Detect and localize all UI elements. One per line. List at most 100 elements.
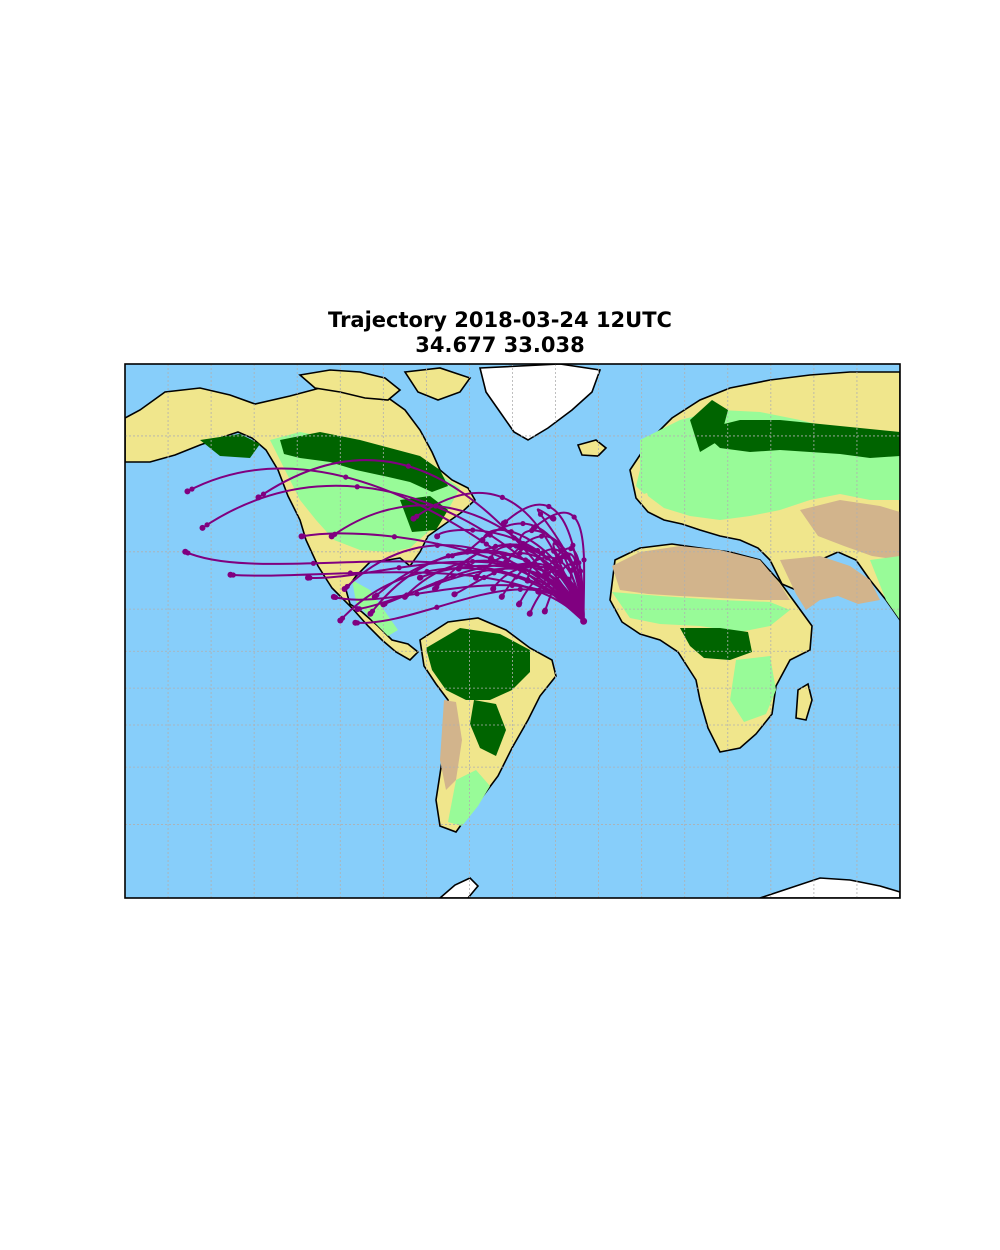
antarctica	[759, 877, 900, 898]
trajectory-endpoint	[455, 565, 462, 572]
trajectory-point	[553, 540, 559, 546]
trajectory-point	[517, 550, 523, 556]
sahel-grass	[612, 592, 790, 632]
trajectory-endpoint	[255, 494, 262, 501]
trajectory-path	[543, 563, 585, 622]
trajectory-endpoint	[567, 603, 574, 610]
trajectory-endpoint	[541, 608, 548, 615]
siberian-forest	[700, 420, 900, 458]
trajectory-point	[517, 586, 523, 592]
trajectory-point	[513, 543, 519, 549]
trajectory-endpoint	[500, 520, 507, 527]
trajectory-lines	[182, 459, 588, 626]
trajectory-point	[576, 560, 582, 566]
trajectory-endpoint	[550, 515, 557, 522]
trajectory-point	[310, 560, 317, 566]
map-frame	[124, 363, 901, 899]
trajectory-point	[260, 491, 267, 497]
trajectory-endpoint	[531, 524, 538, 531]
trajectory-point	[520, 520, 526, 527]
chart-subtitle: 34.677 33.038	[415, 333, 585, 357]
antarctic-peninsula	[438, 877, 480, 898]
trajectory-point	[545, 582, 551, 588]
trajectory-point	[434, 604, 440, 610]
trajectory-endpoint	[337, 617, 344, 624]
congo-forest	[680, 628, 752, 660]
greenland	[478, 364, 602, 441]
trajectory-point	[343, 474, 349, 480]
trajectory-endpoint	[479, 537, 486, 544]
arctic-islands-2	[403, 367, 472, 401]
sahara-desert	[612, 546, 790, 600]
trajectory-point	[523, 557, 529, 563]
trajectory-point	[558, 558, 564, 565]
trajectory-point	[537, 511, 544, 517]
trajectory-point	[569, 567, 575, 573]
trajectory-point	[571, 514, 577, 520]
chart-title: Trajectory 2018-03-24 12UTC	[328, 308, 672, 332]
trajectory-point	[553, 563, 559, 569]
trajectory-endpoint	[410, 515, 417, 522]
trajectory-path	[490, 544, 585, 622]
arctic-islands	[298, 369, 402, 401]
trajectory-endpoint	[354, 606, 361, 613]
trajectory-point	[391, 534, 397, 540]
graticule	[125, 364, 900, 898]
trajectory-endpoint	[199, 524, 206, 531]
trajectory-endpoint	[401, 593, 408, 600]
sa-forest-south	[470, 700, 506, 756]
trajectory-endpoint	[330, 593, 337, 600]
trajectory-point	[526, 562, 532, 568]
trajectory-endpoint	[451, 591, 458, 598]
trajectory-point	[468, 563, 474, 570]
trajectory-origin	[580, 617, 588, 625]
trajectory-point	[450, 573, 456, 579]
trajectory-endpoint	[515, 601, 522, 608]
trajectory-endpoint	[182, 548, 189, 555]
trajectory-endpoint	[184, 488, 191, 495]
trajectory-endpoint	[526, 610, 533, 617]
trajectory-endpoint	[464, 548, 471, 555]
sa-desert	[440, 700, 462, 790]
sa-grass-south	[448, 770, 490, 826]
trajectory-point	[538, 533, 545, 539]
trajectory-endpoint	[432, 586, 438, 593]
trajectory-endpoint	[227, 571, 234, 578]
trajectory-endpoint	[487, 555, 494, 562]
south-asia-grass	[870, 556, 900, 620]
trajectory-endpoint	[490, 586, 497, 593]
east-africa-grass	[730, 656, 776, 722]
trajectory-endpoint	[352, 619, 359, 626]
trajectory-endpoint	[416, 574, 423, 581]
central-asia-desert	[800, 500, 900, 560]
trajectory-endpoint	[367, 610, 374, 617]
trajectory-point	[508, 529, 514, 535]
trajectory-endpoint	[328, 533, 335, 540]
trajectory-path	[412, 492, 585, 622]
trajectory-point	[491, 570, 497, 576]
scandinavia-forest	[690, 400, 728, 452]
trajectory-point	[204, 522, 210, 528]
trajectory-endpoint	[371, 593, 378, 600]
trajectory-endpoint	[524, 577, 531, 584]
trajectory-endpoint	[380, 601, 387, 608]
trajectory-point	[546, 503, 552, 510]
trajectory-point	[542, 570, 548, 577]
alaska-forest	[200, 434, 260, 458]
trajectory-point	[414, 591, 420, 597]
trajectory-point	[469, 558, 476, 565]
trajectory-point	[354, 484, 360, 490]
trajectory-point	[581, 557, 587, 563]
trajectory-point	[560, 554, 566, 560]
arabia-desert	[780, 556, 880, 610]
trajectory-point	[424, 568, 430, 575]
vegetation-layer	[200, 400, 900, 826]
amazon-forest	[426, 628, 530, 700]
trajectory-endpoint	[472, 574, 479, 581]
trajectory-endpoint	[304, 574, 311, 581]
trajectory-point	[405, 463, 411, 469]
trajectory-point	[445, 553, 451, 559]
trajectory-point	[499, 494, 505, 500]
trajectory-endpoint	[298, 533, 305, 540]
